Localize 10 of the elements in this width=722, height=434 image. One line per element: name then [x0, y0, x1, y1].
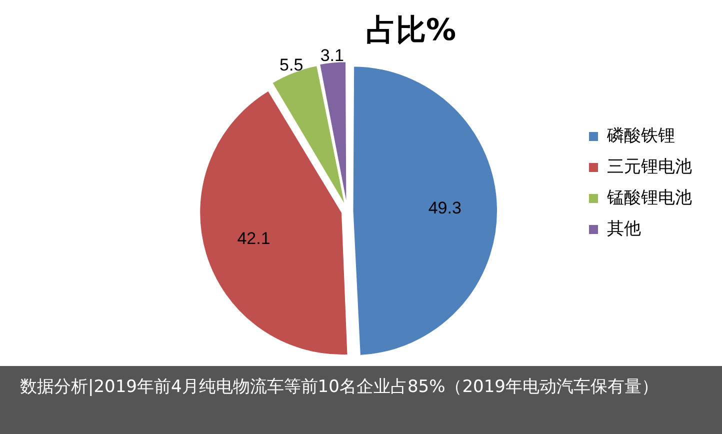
data-label: 49.3	[428, 198, 462, 218]
chart-title: 占比%	[366, 12, 456, 48]
legend-label: 三元锂电池	[607, 156, 692, 177]
legend-label: 磷酸铁锂	[606, 126, 675, 146]
data-label: 3.1	[320, 46, 344, 65]
data-label: 5.5	[280, 56, 304, 75]
data-label: 42.1	[237, 228, 270, 248]
legend-label: 锰酸锂电池	[606, 188, 692, 208]
text: 数据分析|2019年前4月纯电物流车等前10名企业占85%（2019年电动汽车保有量）	[0, 366, 722, 434]
legend-label: 其他	[607, 218, 641, 239]
